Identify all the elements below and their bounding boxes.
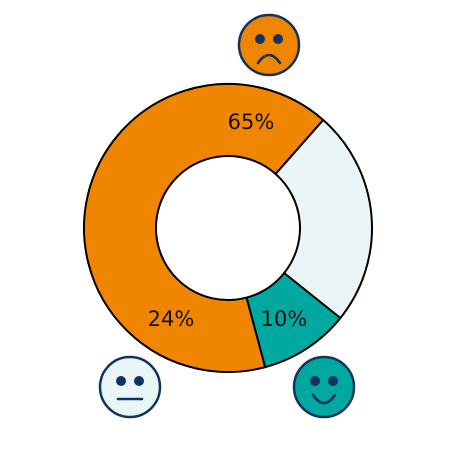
- donut-slice-neutral: [274, 118, 373, 319]
- smile-face-icon: [292, 355, 356, 419]
- neutral-face-icon: [98, 355, 162, 419]
- slice-label-positive: 10%: [261, 307, 308, 331]
- donut-slice-negative: [83, 83, 325, 373]
- slice-labels: 65% 10% 24%: [148, 110, 308, 331]
- donut-slices: [83, 83, 373, 373]
- slice-label-negative: 65%: [228, 110, 275, 134]
- sad-face-icon: [237, 13, 301, 77]
- slice-label-neutral: 24%: [148, 307, 195, 331]
